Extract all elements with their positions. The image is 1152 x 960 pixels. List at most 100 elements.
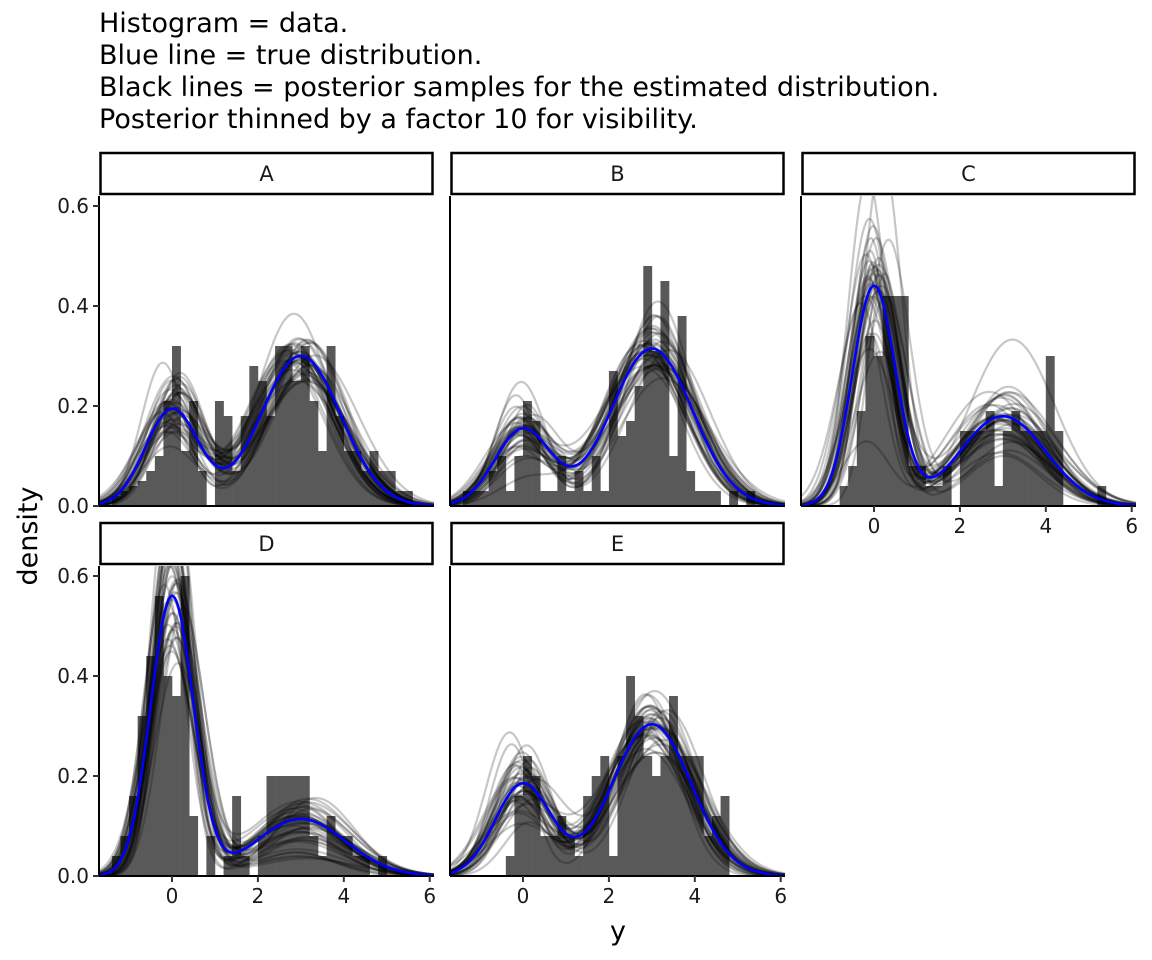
histogram-bar — [583, 491, 593, 506]
histogram-bar — [146, 471, 156, 506]
panel-D-marks — [99, 566, 434, 876]
histogram-bar — [266, 776, 276, 876]
posterior-sample-line — [450, 365, 785, 505]
posterior-sample-line — [99, 380, 434, 506]
x-axis-title: y — [610, 916, 626, 947]
histogram-bar — [600, 491, 610, 506]
x-tick-label: 6 — [423, 884, 436, 908]
x-tick-label: 2 — [252, 884, 265, 908]
histogram-bar — [111, 496, 121, 506]
histogram-bar — [318, 856, 327, 876]
posterior-sample-line — [801, 217, 1136, 506]
posterior-sample-line — [99, 601, 434, 876]
posterior-sample-line — [450, 300, 785, 506]
y-tick-label: 0.4 — [57, 294, 89, 318]
posterior-sample-line — [99, 354, 434, 504]
histogram-bar — [677, 316, 687, 506]
posterior-sample-line — [99, 368, 434, 506]
posterior-sample-line — [99, 352, 434, 506]
histogram-bar — [214, 401, 224, 506]
x-tick-label: 4 — [688, 884, 701, 908]
histogram-bar — [266, 416, 276, 506]
histogram-bar — [634, 386, 644, 506]
posterior-sample-line — [99, 351, 434, 506]
histogram-bar — [120, 836, 130, 876]
y-tick-label: 0.0 — [57, 494, 89, 518]
x-tick-label: 4 — [337, 884, 350, 908]
histogram-bar — [617, 436, 627, 506]
x-tick-label: 0 — [868, 514, 881, 538]
posterior-sample-line — [450, 744, 785, 876]
posterior-sample-line — [450, 324, 785, 506]
posterior-sample-line — [99, 348, 434, 506]
histogram-bar — [488, 471, 498, 506]
facet-strip-D — [99, 521, 434, 566]
posterior-sample-line — [99, 360, 434, 506]
histogram-bar — [959, 431, 969, 506]
y-tick-label: 0.2 — [57, 764, 89, 788]
histogram-bar — [471, 491, 481, 506]
histogram-bar — [669, 696, 678, 876]
posterior-sample-line — [801, 249, 1136, 506]
histogram-bar — [686, 471, 696, 506]
histogram-bar — [729, 491, 739, 506]
histogram-bar — [694, 756, 704, 876]
histogram-bar — [154, 596, 164, 876]
histogram-bar — [257, 836, 267, 876]
facet-label-B: B — [610, 162, 624, 186]
histogram-bar — [557, 816, 567, 876]
histogram-bar — [600, 756, 610, 876]
posterior-sample-line — [99, 579, 434, 876]
histogram-bar — [343, 836, 353, 876]
posterior-sample-line — [801, 274, 1136, 506]
posterior-sample-line — [450, 705, 785, 876]
histogram-bar — [557, 456, 567, 506]
posterior-sample-line — [450, 315, 785, 506]
posterior-sample-line — [450, 738, 785, 876]
posterior-sample-line — [450, 327, 785, 506]
histogram-bar — [189, 816, 199, 876]
histogram-bar — [908, 466, 918, 506]
histogram-bar — [352, 451, 362, 506]
histogram-bar — [839, 486, 849, 506]
histogram-bar — [583, 796, 593, 876]
histogram-bar — [565, 836, 575, 876]
histogram-bar — [292, 776, 302, 876]
histogram-bar — [865, 336, 875, 506]
facet-strip-A — [99, 151, 434, 196]
posterior-sample-line — [450, 710, 785, 876]
posterior-sample-line — [801, 259, 1136, 506]
posterior-sample-line — [450, 340, 785, 506]
x-tick-label: 0 — [517, 884, 530, 908]
posterior-sample-line — [450, 693, 785, 876]
histogram-bar — [240, 416, 250, 506]
posterior-sample-line — [801, 289, 1136, 506]
histogram-bar — [531, 776, 541, 876]
true-density-line — [99, 354, 434, 506]
posterior-sample-line — [99, 583, 434, 876]
panel-E: E 0 2 4 6 — [449, 521, 787, 908]
posterior-sample-line — [99, 577, 434, 876]
histogram-bar — [249, 366, 259, 506]
posterior-sample-line — [99, 357, 434, 506]
posterior-sample-line — [801, 295, 1136, 506]
histogram-bar — [1002, 431, 1012, 506]
histogram-bar — [163, 676, 173, 876]
histogram-bar — [899, 296, 909, 506]
histogram-bar — [292, 381, 302, 506]
posterior-sample-line — [99, 341, 434, 506]
chart-title: Histogram = data. Blue line = true distr… — [99, 8, 939, 136]
facet-label-E: E — [611, 532, 624, 556]
posterior-sample-line — [99, 372, 434, 506]
histogram-bar — [856, 411, 866, 506]
posterior-sample-line — [99, 621, 434, 876]
posterior-sample-line — [99, 628, 434, 876]
histogram-bar — [497, 456, 507, 506]
posterior-sample-line — [450, 709, 785, 876]
posterior-sample-line — [450, 689, 785, 876]
histogram-bar — [617, 756, 627, 876]
histogram-bar — [540, 491, 550, 506]
posterior-sample-line — [99, 575, 434, 876]
histogram-bar — [386, 471, 396, 506]
posterior-sample-line — [450, 313, 785, 506]
